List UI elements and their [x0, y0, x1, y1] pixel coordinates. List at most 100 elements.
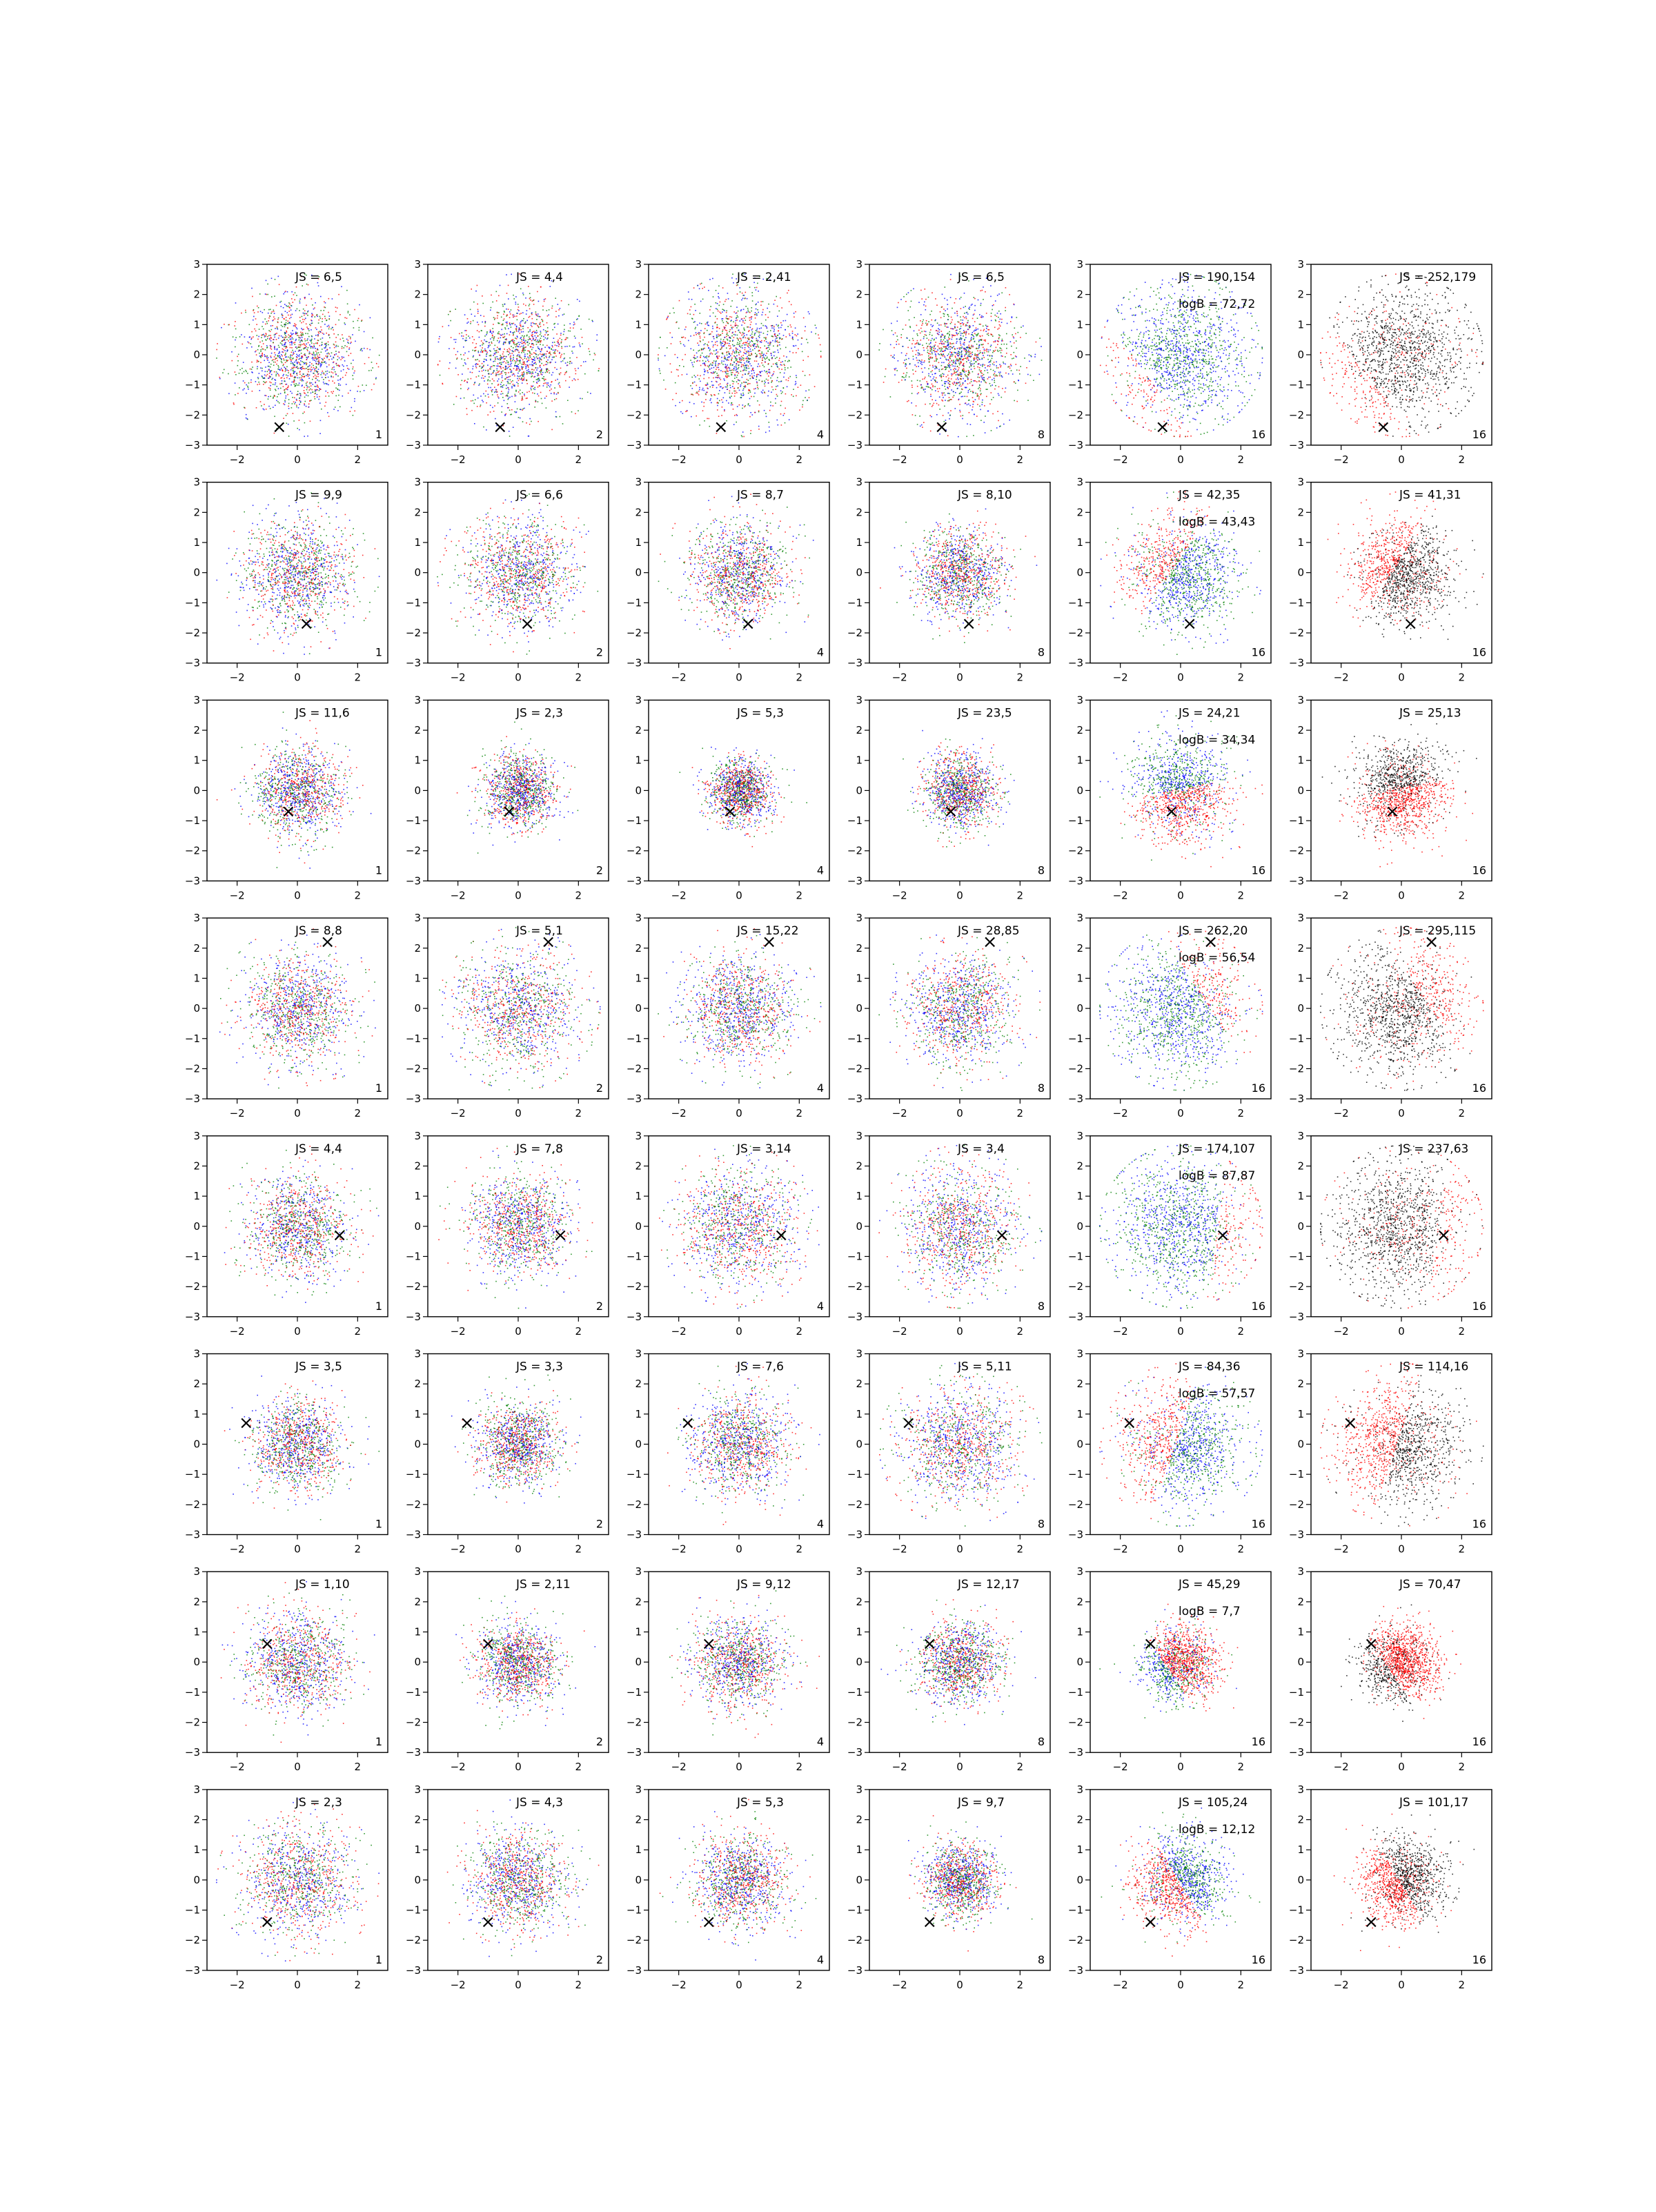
data-point	[509, 397, 511, 398]
data-point	[328, 334, 330, 335]
data-point	[281, 361, 282, 362]
data-point	[493, 317, 495, 318]
data-point	[364, 348, 365, 349]
data-point	[299, 362, 300, 364]
data-point	[786, 356, 787, 358]
data-point	[335, 324, 337, 326]
data-point	[265, 293, 266, 295]
data-point	[1027, 400, 1029, 401]
data-point	[750, 378, 751, 380]
data-point	[938, 369, 940, 371]
data-point	[274, 346, 275, 347]
data-point	[771, 357, 773, 358]
data-point	[705, 384, 707, 386]
data-point	[297, 363, 298, 364]
data-point	[981, 315, 983, 317]
data-point	[983, 316, 984, 317]
data-point	[756, 354, 758, 355]
data-point	[299, 368, 301, 369]
data-point	[544, 347, 546, 349]
corner-label: 1	[375, 428, 382, 441]
data-point	[270, 388, 271, 389]
data-point	[304, 353, 306, 355]
data-point	[359, 327, 360, 329]
data-point	[950, 369, 952, 371]
data-point	[944, 386, 945, 387]
data-point	[723, 398, 724, 399]
data-point	[504, 336, 506, 337]
data-point	[316, 329, 317, 331]
data-point	[493, 355, 494, 356]
data-point	[982, 375, 983, 377]
data-point	[293, 402, 295, 403]
data-point	[933, 350, 934, 351]
data-point	[696, 353, 698, 354]
data-point	[331, 353, 333, 354]
data-point	[331, 329, 332, 330]
data-point	[506, 322, 507, 323]
data-point	[805, 331, 806, 332]
data-point	[290, 384, 292, 386]
data-point	[658, 360, 659, 361]
data-point	[986, 389, 987, 390]
data-point	[502, 306, 504, 307]
data-point	[502, 377, 503, 378]
data-point	[970, 424, 972, 425]
data-point	[997, 295, 998, 296]
data-point	[547, 372, 549, 373]
data-point	[326, 362, 327, 364]
data-point	[343, 366, 344, 367]
data-point	[257, 362, 258, 363]
data-point	[757, 309, 758, 311]
data-point	[292, 382, 293, 383]
data-point	[756, 355, 758, 357]
data-point	[749, 368, 750, 369]
data-point	[767, 342, 769, 344]
data-point	[327, 326, 328, 327]
data-point	[313, 373, 315, 374]
data-point	[947, 364, 949, 366]
data-point	[515, 394, 516, 395]
data-point	[468, 322, 469, 323]
data-point	[961, 389, 963, 390]
data-point	[286, 389, 287, 390]
data-point	[749, 351, 750, 352]
data-point	[999, 324, 1000, 326]
data-point	[478, 324, 480, 326]
data-point	[715, 316, 716, 317]
data-point	[257, 384, 258, 386]
data-point	[1006, 353, 1007, 354]
data-point	[524, 354, 526, 355]
data-point	[543, 376, 544, 378]
data-point	[265, 324, 266, 325]
data-point	[490, 369, 491, 370]
data-point	[235, 337, 237, 338]
data-point	[974, 360, 975, 361]
data-point	[518, 380, 520, 382]
data-point	[325, 395, 326, 397]
data-point	[546, 332, 547, 333]
data-point	[560, 368, 562, 369]
data-point	[497, 317, 498, 319]
data-point	[778, 342, 779, 343]
data-point	[513, 384, 514, 385]
data-point	[295, 346, 297, 348]
data-point	[294, 300, 295, 301]
data-point	[805, 391, 807, 392]
data-point	[537, 375, 538, 377]
data-point	[335, 351, 337, 352]
data-point	[774, 334, 776, 335]
data-point	[290, 333, 292, 334]
data-point	[560, 335, 562, 336]
data-point	[292, 375, 293, 377]
data-point	[473, 302, 475, 303]
data-point	[348, 393, 349, 394]
data-point	[732, 393, 733, 394]
data-point	[778, 331, 780, 332]
data-point	[734, 374, 736, 375]
data-point	[308, 386, 310, 388]
data-point	[348, 343, 349, 344]
data-point	[778, 326, 779, 327]
data-point	[769, 344, 771, 346]
data-point	[304, 311, 306, 312]
